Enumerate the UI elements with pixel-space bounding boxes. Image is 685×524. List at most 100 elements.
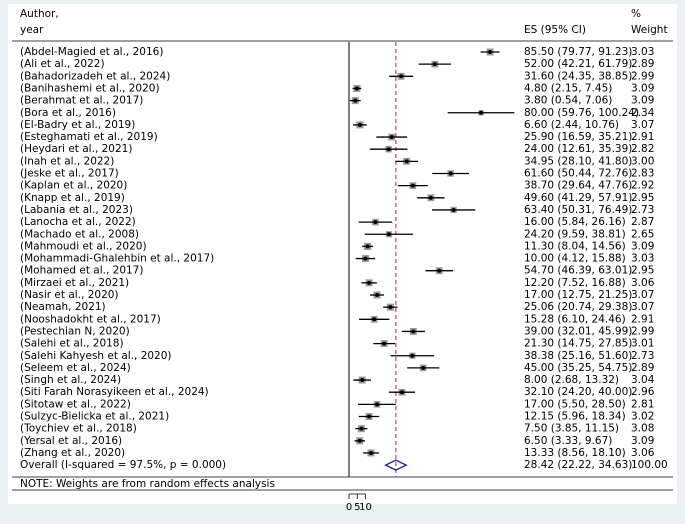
es-ci-label: 4.80 (2.15, 7.45) [524, 82, 612, 94]
point-estimate [354, 86, 359, 91]
point-estimate [411, 329, 416, 334]
header-es: ES (95% CI) [524, 24, 586, 36]
weight-label: 2.91 [631, 313, 654, 325]
weight-label: 3.07 [631, 301, 654, 313]
header-pct: % [631, 8, 641, 20]
plot-panel [8, 4, 677, 504]
point-estimate [421, 365, 426, 370]
weight-label: 2.99 [631, 70, 654, 82]
weight-label: 3.01 [631, 338, 654, 350]
weight-label: 2.89 [631, 58, 654, 70]
weight-label: 3.03 [631, 253, 654, 265]
weight-label: 2.81 [631, 398, 654, 410]
point-estimate [360, 378, 365, 383]
point-estimate [410, 353, 415, 358]
study-label: (Nasir et al., 2020) [20, 289, 119, 301]
study-label: (Mohamed et al., 2017) [20, 265, 143, 277]
study-label: (Toychiev et al., 2018) [20, 423, 137, 435]
weight-label: 2.89 [631, 362, 654, 374]
es-ci-label: 80.00 (59.76, 100.24) [524, 107, 639, 119]
point-estimate [363, 256, 368, 261]
point-estimate [357, 438, 362, 443]
point-estimate [372, 317, 377, 322]
study-label: (Berahmat et al., 2017) [20, 95, 143, 107]
es-ci-label: 39.00 (32.01, 45.99) [524, 325, 632, 337]
study-label: (Singh et al., 2024) [20, 374, 121, 386]
es-ci-label: 10.00 (4.12, 15.88) [524, 253, 626, 265]
point-estimate [386, 147, 391, 152]
point-estimate [451, 207, 456, 212]
study-label: (Siti Farah Norasyikeen et al., 2024) [20, 386, 209, 398]
es-ci-label: 17.00 (5.50, 28.50) [524, 398, 626, 410]
point-estimate [399, 390, 404, 395]
es-ci-label: 25.90 (16.59, 35.21) [524, 131, 632, 143]
es-ci-label: 34.95 (28.10, 41.80) [524, 155, 632, 167]
es-ci-label: 12.15 (5.96, 18.34) [524, 411, 626, 423]
x-tick-label: 0 [346, 502, 352, 513]
study-label: (Yersal et al., 2016) [20, 435, 122, 447]
study-label: (Zhang et al., 2020) [20, 447, 125, 459]
es-ci-label: 13.33 (8.56, 18.10) [524, 447, 626, 459]
weight-label: 3.07 [631, 119, 654, 131]
weight-label: 3.02 [631, 411, 654, 423]
es-ci-label: 16.00 (5.84, 26.16) [524, 216, 626, 228]
study-label: (Lanocha et al., 2022) [20, 216, 136, 228]
header-year: year [20, 24, 44, 36]
weight-label: 2.82 [631, 143, 654, 155]
weight-label: 2.73 [631, 204, 654, 216]
es-ci-label: 54.70 (46.39, 63.01) [524, 265, 632, 277]
weight-label: 3.04 [631, 374, 655, 386]
weight-label: 2.83 [631, 168, 654, 180]
study-label: (Sulzyc-Bielicka et al., 2021) [20, 411, 169, 423]
study-label: (Neamah, 2021) [20, 301, 106, 313]
point-estimate [367, 280, 372, 285]
weight-label: 3.09 [631, 82, 654, 94]
study-label: (Bora et al., 2016) [20, 107, 116, 119]
es-ci-label: 45.00 (35.25, 54.75) [524, 362, 632, 374]
study-label: (Nooshadokht et al., 2017) [20, 313, 161, 325]
point-estimate [353, 98, 358, 103]
weight-label: 3.03 [631, 46, 654, 58]
overall-weight-label: 100.00 [631, 459, 668, 471]
point-estimate [375, 293, 380, 297]
es-ci-label: 11.30 (8.04, 14.56) [524, 240, 626, 252]
overall-es-ci-label: 28.42 (22.22, 34.63) [524, 459, 632, 471]
point-estimate [410, 183, 415, 188]
es-ci-label: 6.60 (2.44, 10.76) [524, 119, 619, 131]
note: NOTE: Weights are from random effects an… [20, 478, 275, 490]
point-estimate [367, 414, 372, 419]
study-label: (Salehi et al., 2018) [20, 338, 124, 350]
study-label: (Machado et al., 2008) [20, 228, 139, 240]
es-ci-label: 3.80 (0.54, 7.06) [524, 95, 612, 107]
weight-label: 2.73 [631, 350, 654, 362]
study-label: (Mahmoudi et al., 2020) [20, 240, 147, 252]
weight-label: 2.95 [631, 192, 654, 204]
es-ci-label: 21.30 (14.75, 27.85) [524, 338, 632, 350]
point-estimate [365, 244, 370, 249]
study-label: (Seleem et al., 2024) [20, 362, 131, 374]
point-estimate [388, 305, 393, 310]
point-estimate [399, 74, 404, 79]
overall-label: Overall (I-squared = 97.5%, p = 0.000) [20, 459, 226, 471]
x-tick-label: 5 [354, 502, 360, 513]
es-ci-label: 24.00 (12.61, 35.39) [524, 143, 632, 155]
weight-label: 3.08 [631, 423, 654, 435]
point-estimate [373, 220, 378, 225]
weight-label: 3.06 [631, 447, 655, 459]
study-label: (Heydari et al., 2021) [20, 143, 132, 155]
es-ci-label: 52.00 (42.21, 61.79) [524, 58, 632, 70]
weight-label: 3.09 [631, 240, 654, 252]
es-ci-label: 63.40 (50.31, 76.49) [524, 204, 632, 216]
point-estimate [375, 402, 380, 407]
weight-label: 2.87 [631, 216, 654, 228]
point-estimate [389, 135, 394, 140]
weight-label: 3.07 [631, 289, 654, 301]
es-ci-label: 38.70 (29.64, 47.76) [524, 180, 632, 192]
study-label: (Labania et al., 2023) [20, 204, 133, 216]
study-label: (Banihashemi et al., 2020) [20, 82, 160, 94]
point-estimate [357, 122, 362, 127]
es-ci-label: 31.60 (24.35, 38.85) [524, 70, 632, 82]
study-label: (Bahadorizadeh et al., 2024) [20, 70, 170, 82]
point-estimate [359, 426, 364, 431]
